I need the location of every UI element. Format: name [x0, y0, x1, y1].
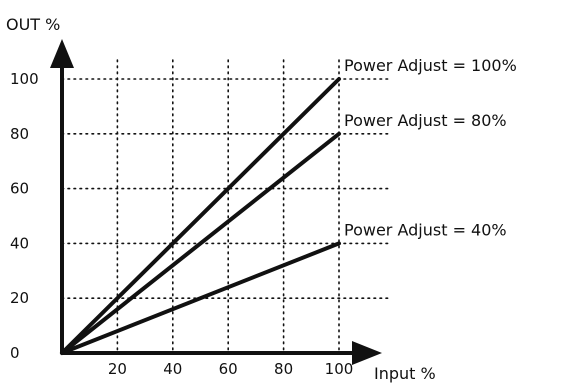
grid-lines [61, 59, 389, 354]
axes [50, 39, 382, 365]
x-tick-label-60: 60 [219, 360, 238, 378]
y-tick-label-0: 0 [10, 344, 20, 362]
y-axis-label: OUT % [6, 15, 60, 34]
x-tick-label-40: 40 [163, 360, 182, 378]
tick-labels: 0 20 40 60 80 100 20 40 60 80 100 [10, 70, 353, 378]
x-tick-label-100: 100 [325, 360, 354, 378]
series-label-3: Power Adjust = 40% [344, 220, 507, 239]
series-line-3 [60, 241, 341, 355]
series-labels: Power Adjust = 100% Power Adjust = 80% Pow… [344, 56, 517, 239]
x-axis-arrow [352, 341, 382, 365]
y-axis-arrow [50, 39, 74, 68]
series-line-2 [60, 131, 341, 355]
series-label-2: Power Adjust = 80% [344, 111, 507, 130]
y-tick-label-100: 100 [10, 70, 39, 88]
y-tick-label-20: 20 [10, 289, 29, 307]
x-tick-label-20: 20 [108, 360, 127, 378]
y-tick-label-40: 40 [10, 234, 29, 252]
series-lines [60, 77, 341, 355]
x-tick-label-80: 80 [274, 360, 293, 378]
y-tick-label-80: 80 [10, 125, 29, 143]
series-label-1: Power Adjust = 100% [344, 56, 517, 75]
y-tick-label-60: 60 [10, 180, 29, 198]
series-line-1 [60, 77, 341, 355]
x-axis-label: Input % [374, 364, 436, 383]
